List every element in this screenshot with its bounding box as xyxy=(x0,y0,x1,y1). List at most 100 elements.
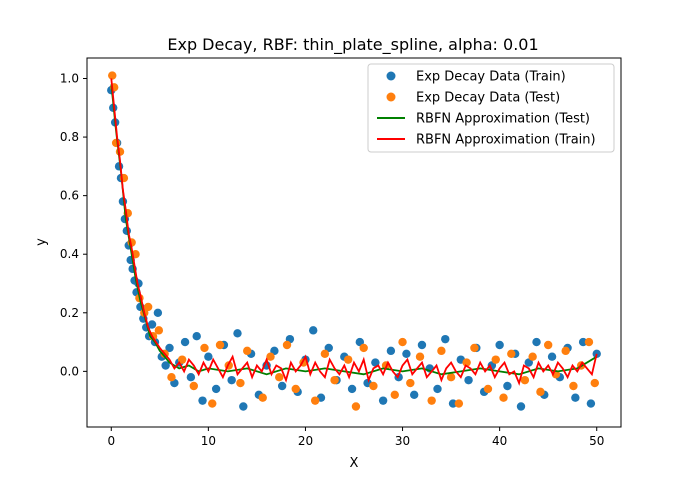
data-point xyxy=(547,352,557,361)
data-point xyxy=(154,326,164,335)
legend-marker xyxy=(386,71,396,81)
legend-label: Exp Decay Data (Test) xyxy=(416,91,560,106)
x-tick-label: 50 xyxy=(589,434,604,448)
chart-title: Exp Decay, RBF: thin_plate_spline, alpha… xyxy=(167,35,538,55)
y-tick-label: 0.4 xyxy=(60,247,79,261)
data-point xyxy=(227,375,236,385)
data-point xyxy=(277,381,287,391)
data-point xyxy=(239,402,248,411)
data-point xyxy=(233,329,242,338)
legend-marker xyxy=(386,92,396,102)
data-point xyxy=(433,384,442,394)
data-point xyxy=(470,343,479,353)
data-point xyxy=(258,393,267,402)
data-point xyxy=(198,396,207,405)
data-point xyxy=(584,337,594,347)
data-point xyxy=(359,343,368,353)
data-point xyxy=(503,381,512,391)
x-tick-label: 10 xyxy=(201,434,216,448)
data-point xyxy=(569,381,578,391)
data-point xyxy=(186,373,196,382)
data-point xyxy=(528,352,537,361)
data-point xyxy=(282,340,292,350)
data-point xyxy=(167,373,176,382)
plot-marks xyxy=(107,71,601,411)
legend-label: RBFN Approximation (Train) xyxy=(416,133,596,148)
data-point xyxy=(371,358,380,367)
x-axis-label: X xyxy=(350,456,359,471)
y-tick-label: 0.8 xyxy=(60,130,79,144)
data-point xyxy=(291,384,300,394)
data-point xyxy=(398,337,407,347)
data-point xyxy=(143,302,153,312)
data-point xyxy=(320,349,330,358)
x-tick-label: 20 xyxy=(298,434,313,448)
data-point xyxy=(211,384,221,394)
data-point xyxy=(571,393,580,402)
y-tick-label: 0.6 xyxy=(60,189,79,203)
data-point xyxy=(441,334,450,344)
data-point xyxy=(464,375,473,385)
data-point xyxy=(590,378,599,388)
data-point xyxy=(165,343,174,353)
data-point xyxy=(215,340,225,350)
data-point xyxy=(536,387,545,397)
data-point xyxy=(192,332,201,341)
data-point xyxy=(520,375,530,385)
data-point xyxy=(592,349,601,358)
data-point xyxy=(427,396,436,405)
data-point xyxy=(180,337,190,347)
data-point xyxy=(343,355,353,364)
data-point xyxy=(310,396,320,405)
legend: Exp Decay Data (Train) Exp Decay Data (Te… xyxy=(367,63,615,153)
data-point xyxy=(417,340,427,350)
data-point xyxy=(243,346,252,356)
data-point xyxy=(437,346,446,356)
data-point xyxy=(330,375,339,385)
data-point xyxy=(351,402,361,411)
data-point xyxy=(347,384,357,394)
data-point xyxy=(462,358,471,367)
data-point xyxy=(177,355,187,364)
data-point xyxy=(483,384,493,394)
y-tick-label: 0.0 xyxy=(60,364,79,378)
data-point xyxy=(491,355,500,364)
data-point xyxy=(114,162,124,171)
data-point xyxy=(309,326,318,335)
data-point xyxy=(448,399,458,408)
data-point xyxy=(454,399,464,408)
data-point xyxy=(402,349,411,358)
data-point xyxy=(208,399,217,408)
data-point xyxy=(275,373,284,382)
legend-label: Exp Decay Data (Train) xyxy=(416,70,566,85)
data-point xyxy=(561,346,570,356)
data-point xyxy=(266,352,275,361)
data-point xyxy=(108,71,117,80)
y-tick-label: 1.0 xyxy=(60,72,79,86)
x-tick-label: 30 xyxy=(395,434,410,448)
data-point xyxy=(495,340,504,350)
axes-frame xyxy=(86,57,622,428)
data-point xyxy=(543,340,553,350)
y-axis-label: y xyxy=(34,238,49,246)
data-point xyxy=(516,402,526,411)
series-line xyxy=(110,78,598,386)
x-tick-label: 40 xyxy=(492,434,507,448)
data-point xyxy=(499,393,508,402)
data-point xyxy=(200,343,209,353)
data-point xyxy=(153,308,163,317)
data-point xyxy=(378,396,388,405)
x-tick-label: 0 xyxy=(107,434,115,448)
data-point xyxy=(415,352,425,361)
data-point xyxy=(578,337,588,347)
data-point xyxy=(507,349,516,358)
y-tick-label: 0.2 xyxy=(60,306,79,320)
data-point xyxy=(189,381,198,391)
data-point xyxy=(236,378,245,388)
series-line xyxy=(110,84,598,376)
data-point xyxy=(446,373,456,382)
data-point xyxy=(406,378,415,388)
data-point xyxy=(161,361,170,370)
x-axis: 0 10 20 30 40 50 xyxy=(107,427,604,448)
